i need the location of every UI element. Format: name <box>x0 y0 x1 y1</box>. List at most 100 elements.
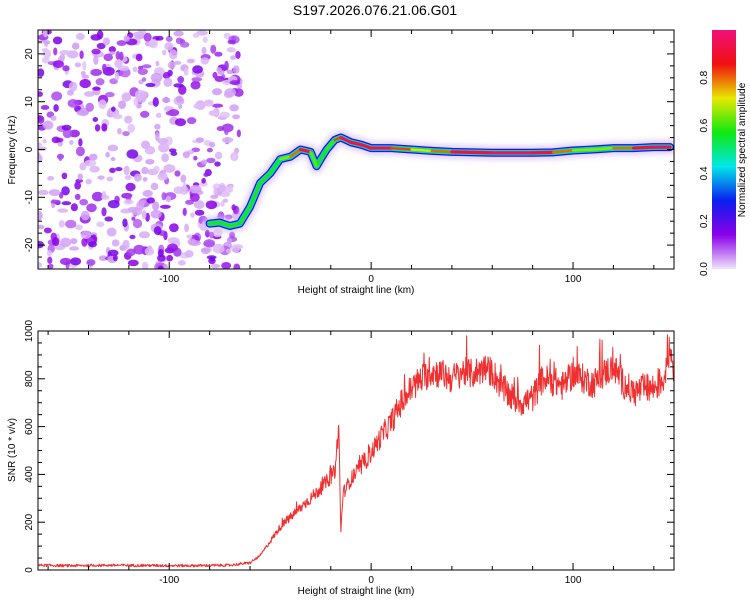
noise-blob <box>212 228 223 238</box>
noise-blob <box>155 112 162 118</box>
noise-blob <box>139 199 146 204</box>
noise-blob <box>94 124 101 132</box>
noise-blob <box>50 199 61 204</box>
noise-blob <box>227 39 236 45</box>
noise-blob <box>173 30 184 37</box>
noise-blob <box>193 103 202 109</box>
noise-blob <box>203 239 216 248</box>
noise-blob <box>224 127 229 136</box>
noise-blob <box>226 47 236 53</box>
noise-blob <box>142 190 153 197</box>
noise-blob <box>79 162 87 171</box>
noise-blob <box>166 254 174 262</box>
noise-blob <box>175 95 184 103</box>
snr-ytick-label: 800 <box>24 370 35 387</box>
noise-blob <box>229 231 235 239</box>
noise-blob <box>157 172 168 181</box>
colorbar-ticks: 0.0 0.2 0.4 0.6 0.8 <box>699 70 710 276</box>
noise-blob <box>229 80 241 86</box>
noise-blob <box>95 78 105 86</box>
noise-blob <box>234 147 240 154</box>
snr-xlabel: Height of straight line (km) <box>298 586 415 597</box>
noise-blob <box>124 175 132 180</box>
noise-blob <box>163 164 176 173</box>
noise-blob <box>224 88 237 97</box>
noise-blob <box>71 42 80 50</box>
noise-blob <box>38 154 43 163</box>
noise-blob <box>141 64 152 69</box>
noise-blob <box>152 201 160 211</box>
noise-blob <box>162 72 171 79</box>
noise-blob <box>105 91 115 98</box>
noise-blob <box>69 140 74 145</box>
noise-blob <box>122 239 130 250</box>
colorbar-label: Normalized spectral amplitude <box>737 82 748 217</box>
noise-blob <box>201 177 206 184</box>
noise-blob <box>206 157 216 164</box>
noise-blob <box>194 209 205 216</box>
noise-blob <box>189 192 200 202</box>
noise-blob <box>177 260 186 266</box>
snr-ytick-label: 400 <box>24 466 35 483</box>
noise-blob <box>38 210 43 221</box>
noise-blob <box>211 88 223 96</box>
noise-blob <box>78 138 83 147</box>
noise-blob <box>134 89 146 100</box>
noise-blob <box>70 203 78 212</box>
noise-blob <box>67 98 79 108</box>
noise-blob <box>86 203 97 213</box>
noise-blobs <box>38 30 244 269</box>
noise-blob <box>209 256 215 262</box>
ridge-core-segment <box>430 149 454 154</box>
noise-blob <box>150 72 163 83</box>
noise-blob <box>157 254 166 262</box>
ridge-core-segment <box>359 143 373 150</box>
ridge-core-segment <box>298 147 313 154</box>
noise-blob <box>106 227 117 237</box>
noise-blob <box>127 123 136 133</box>
noise-blob <box>55 137 64 143</box>
noise-blob <box>38 115 45 124</box>
ridge-core-segment <box>592 146 615 151</box>
noise-blob <box>62 65 70 72</box>
noise-blob <box>132 31 145 38</box>
noise-blob <box>132 66 138 73</box>
noise-blob <box>70 257 82 266</box>
noise-blob <box>80 210 90 221</box>
noise-blob <box>233 263 241 269</box>
noise-blob <box>201 247 211 255</box>
noise-blob <box>224 60 229 71</box>
noise-blob <box>157 265 164 269</box>
colorbar-tick-label: 0.8 <box>699 70 710 84</box>
noise-blob <box>123 199 134 205</box>
noise-blob <box>79 78 91 89</box>
noise-blob <box>218 184 227 193</box>
noise-blob <box>115 51 121 60</box>
noise-blob <box>107 249 119 257</box>
ridge-core-segment <box>349 140 363 147</box>
noise-blob <box>62 128 73 139</box>
noise-blob <box>76 109 89 116</box>
noise-blob <box>61 186 70 196</box>
noise-blob <box>124 115 133 124</box>
noise-blob <box>231 204 236 211</box>
noise-blob <box>200 57 210 65</box>
noise-blob <box>43 227 52 234</box>
noise-blob <box>162 49 167 56</box>
noise-blob <box>141 261 149 269</box>
noise-blob <box>170 151 178 156</box>
noise-blob <box>158 143 170 153</box>
noise-blob <box>112 254 118 262</box>
ridge-core-segment <box>279 155 292 161</box>
noise-blob <box>60 257 72 266</box>
noise-blob <box>75 32 85 41</box>
noise-blob <box>80 71 86 77</box>
noise-blob <box>47 256 53 264</box>
noise-blob <box>233 88 244 97</box>
noise-blob <box>189 184 202 194</box>
noise-blob <box>236 84 243 89</box>
noise-blob <box>126 149 139 159</box>
noise-blob <box>38 224 45 230</box>
noise-blob <box>182 207 187 217</box>
noise-blob <box>104 216 114 222</box>
